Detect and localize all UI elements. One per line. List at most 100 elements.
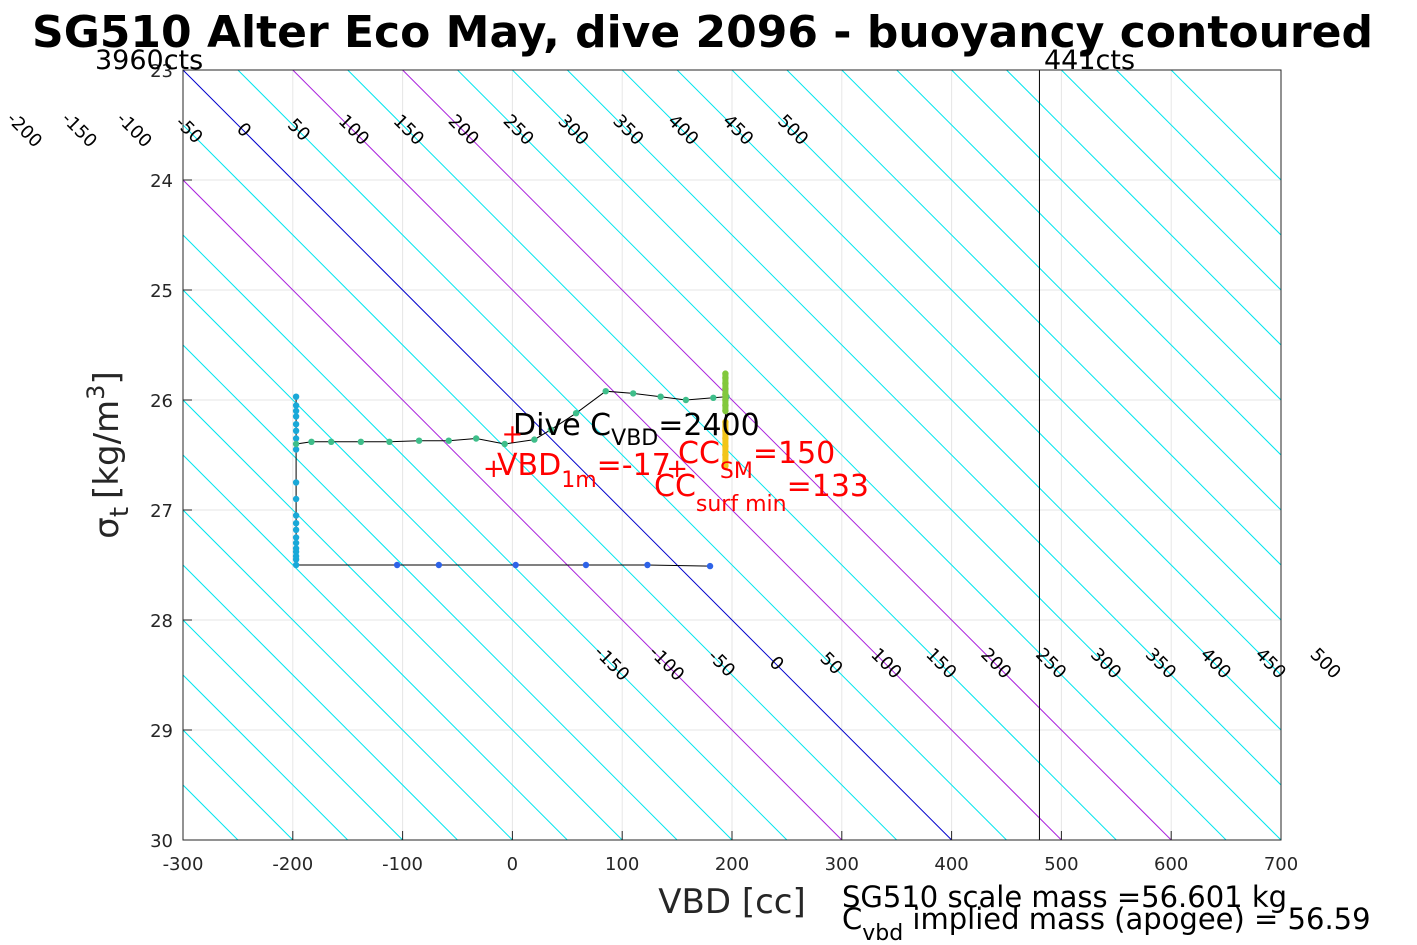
bottom-point	[292, 545, 300, 552]
top-right-count-label: 441cts	[1044, 45, 1135, 76]
footer-implied-sub: vbd	[862, 921, 903, 945]
y-axis-label: σt [kg/m3]	[82, 371, 135, 538]
x-axis-label: VBD [cc]	[658, 882, 806, 922]
contour-line	[183, 289, 733, 840]
bottom-point	[292, 534, 300, 541]
contour-line	[457, 70, 1227, 840]
footer-implied-mass: Cvbd implied mass (apogee) = 56.59	[842, 902, 1371, 945]
y-tick-label: 28	[150, 611, 173, 632]
x-tick-label: -300	[163, 854, 204, 875]
vbd-1m-sub: 1m	[561, 468, 596, 493]
footer-scale-mass: SG510 scale mass =56.601 kg	[842, 880, 1287, 914]
ascent-point	[292, 440, 300, 448]
vbd-1m-post: =-17	[597, 448, 671, 483]
x-tick-label: 700	[1264, 854, 1298, 875]
dive-cvbd-pre: Dive C	[513, 408, 611, 443]
contour-line	[183, 454, 568, 840]
ascent-point	[531, 436, 538, 443]
contour-line	[1006, 70, 1281, 346]
chart-title: SG510 Alter Eco May, dive 2096 - buoyanc…	[32, 7, 1373, 58]
bottom-point	[292, 446, 300, 453]
y-axis-label-main: σ	[87, 517, 127, 539]
contour-label: 500	[1306, 644, 1345, 683]
x-tick-label: -100	[382, 854, 423, 875]
axes: -300 -200 -100 0 100 200 300 400 500 600 700 23 24 25…	[150, 61, 1298, 875]
cc-surf-pre: CC	[654, 469, 696, 504]
dive-cvbd-annotation: Dive CVBD=2400	[513, 408, 760, 451]
cc-sm-annotation: CCSM=150	[678, 436, 835, 484]
bottom-point	[292, 479, 300, 486]
y-tick-label: 23	[150, 61, 173, 82]
bottom-point	[292, 495, 300, 503]
top-left-count-label: 3960cts	[95, 45, 203, 76]
y-axis-label-close: ]	[87, 371, 127, 384]
bottom-point	[292, 427, 300, 434]
contour-line	[1061, 70, 1281, 291]
bottom-point	[292, 520, 300, 527]
y-tick-label: 26	[150, 391, 173, 412]
ascent-point	[629, 390, 637, 397]
contour-line	[621, 70, 1281, 731]
ascent-point	[415, 437, 423, 444]
descent-point	[644, 561, 651, 569]
x-tick-label: 600	[1154, 854, 1188, 875]
bottom-point	[292, 526, 300, 533]
contour-line	[183, 124, 898, 840]
cc-sm-pre: CC	[678, 436, 720, 471]
bottom-point	[292, 413, 300, 420]
x-tick-label: 300	[825, 854, 859, 875]
contour-label: -200	[2, 108, 46, 152]
bottom-point	[292, 512, 300, 519]
bottom-point	[292, 421, 300, 428]
dive-cvbd-sub: VBD	[611, 426, 658, 451]
descent-point	[512, 561, 519, 569]
ascent-point	[308, 438, 315, 445]
contour-line	[731, 70, 1281, 621]
contour-line	[512, 70, 1281, 840]
contour-line	[841, 70, 1281, 511]
contour-line	[292, 70, 1062, 840]
descent-point	[706, 562, 714, 570]
ascent-point	[547, 426, 555, 433]
ascent-point	[602, 388, 609, 395]
dive-cvbd-post: =2400	[658, 408, 759, 443]
contour-line	[896, 70, 1281, 456]
cc-sm-sub: SM	[720, 459, 753, 484]
bottom-point	[292, 539, 300, 547]
descent-point	[393, 561, 401, 569]
cc-sm-marker: +	[666, 454, 688, 484]
descent-point	[582, 561, 590, 569]
data-series	[292, 370, 730, 570]
contour-label: -100	[112, 108, 156, 152]
y-axis-label-sub: t	[105, 507, 135, 517]
dive-cvbd-marker: +	[502, 420, 524, 450]
ascent-point	[682, 396, 690, 404]
y-axis-label-units: [kg/m	[87, 400, 127, 499]
bottom-point	[292, 561, 300, 569]
contour-line	[183, 399, 623, 840]
ascent-point	[386, 438, 393, 445]
buoyancy-contours	[183, 70, 1281, 840]
bottom-point	[292, 553, 300, 560]
y-axis-label-sup: 3	[82, 385, 110, 400]
contour-line	[183, 70, 952, 840]
x-tick-label: 0	[507, 854, 518, 875]
x-tick-label: 100	[605, 854, 639, 875]
x-tick-label: 400	[934, 854, 968, 875]
contour-line	[183, 674, 349, 840]
ascent-point	[357, 438, 365, 445]
cc-surf-post: =133	[787, 469, 869, 504]
contour-line	[183, 179, 843, 840]
ascent-point	[328, 438, 335, 445]
contour-line	[676, 70, 1281, 676]
ascent-point	[710, 394, 717, 401]
y-tick-label: 24	[150, 171, 173, 192]
y-tick-label: 25	[150, 281, 173, 302]
contour-line	[786, 70, 1281, 566]
footer-implied-post: implied mass (apogee) = 56.59	[903, 902, 1370, 936]
descent-point	[435, 561, 443, 569]
footer-implied-pre: C	[842, 902, 862, 936]
x-tick-label: 200	[715, 854, 749, 875]
contour-line	[183, 564, 458, 840]
contour-label: -150	[57, 108, 101, 152]
